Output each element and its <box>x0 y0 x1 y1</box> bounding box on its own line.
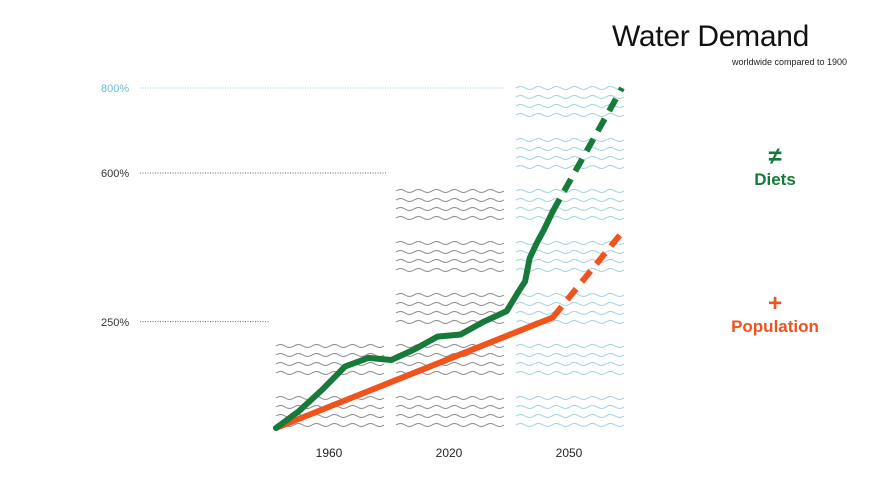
diets-label: Diets <box>754 170 796 189</box>
y-axis: 250% 600% 800% <box>101 83 504 329</box>
wave-group <box>275 344 385 375</box>
diets-historical-line <box>273 208 556 431</box>
wave-group <box>515 189 625 220</box>
wave-line <box>275 423 385 427</box>
diets-projected-line <box>550 86 625 213</box>
wave-line <box>395 259 505 263</box>
population-annotation: + Population <box>718 292 832 338</box>
wave-line <box>515 405 625 409</box>
wave-line <box>515 138 625 142</box>
wave-line <box>275 396 385 400</box>
wave-line <box>515 414 625 418</box>
wave-line <box>515 423 625 427</box>
water-wave-bands <box>275 86 625 427</box>
wave-line <box>515 86 625 90</box>
y-tick-label: 600% <box>101 168 129 180</box>
wave-line <box>275 371 385 375</box>
x-tick-label: 1960 <box>316 446 343 460</box>
y-tick-label: 250% <box>101 317 129 329</box>
wave-line <box>515 268 625 272</box>
wave-line <box>515 353 625 357</box>
wave-line <box>515 95 625 99</box>
wave-line <box>395 414 505 418</box>
wave-line <box>515 396 625 400</box>
wave-line <box>515 104 625 108</box>
population-historical-line <box>273 314 556 431</box>
y-tick-label: 800% <box>101 83 129 95</box>
wave-line <box>515 147 625 151</box>
wave-line <box>515 216 625 220</box>
wave-line <box>395 353 505 357</box>
wave-group <box>515 86 625 117</box>
wave-line <box>515 189 625 193</box>
wave-line <box>395 207 505 211</box>
wave-group <box>515 138 625 169</box>
wave-line <box>275 353 385 357</box>
wave-group <box>395 396 505 427</box>
wave-line <box>515 113 625 117</box>
not-equal-icon: ≠ <box>768 143 782 170</box>
wave-line <box>395 423 505 427</box>
wave-line <box>515 371 625 375</box>
wave-line <box>515 302 625 306</box>
wave-line <box>395 302 505 306</box>
wave-line <box>395 396 505 400</box>
population-label: Population <box>731 317 819 336</box>
wave-line <box>275 344 385 348</box>
wave-line <box>395 198 505 202</box>
wave-line <box>395 216 505 220</box>
wave-line <box>515 259 625 263</box>
x-axis: 1960 2020 2050 <box>316 446 583 460</box>
wave-line <box>515 207 625 211</box>
wave-line <box>395 250 505 254</box>
x-tick-label: 2020 <box>436 446 463 460</box>
wave-line <box>395 405 505 409</box>
wave-group <box>395 241 505 272</box>
wave-line <box>515 198 625 202</box>
wave-line <box>515 311 625 315</box>
population-projected-line <box>550 230 625 320</box>
x-tick-label: 2050 <box>556 446 583 460</box>
wave-line <box>395 189 505 193</box>
wave-line <box>515 165 625 169</box>
wave-line <box>515 156 625 160</box>
wave-line <box>395 362 505 366</box>
wave-line <box>395 241 505 245</box>
wave-line <box>515 362 625 366</box>
wave-line <box>515 344 625 348</box>
wave-line <box>395 293 505 297</box>
wave-group <box>515 396 625 427</box>
wave-line <box>515 241 625 245</box>
chart-title: Water Demand <box>612 20 810 53</box>
wave-line <box>395 268 505 272</box>
diets-annotation: ≠ Diets <box>735 145 815 191</box>
series-lines <box>273 86 625 431</box>
wave-line <box>275 362 385 366</box>
chart-subtitle: worldwide compared to 1900 <box>732 57 848 67</box>
wave-group <box>515 344 625 375</box>
wave-group <box>395 189 505 220</box>
wave-line <box>395 311 505 315</box>
plus-icon: + <box>767 290 782 317</box>
